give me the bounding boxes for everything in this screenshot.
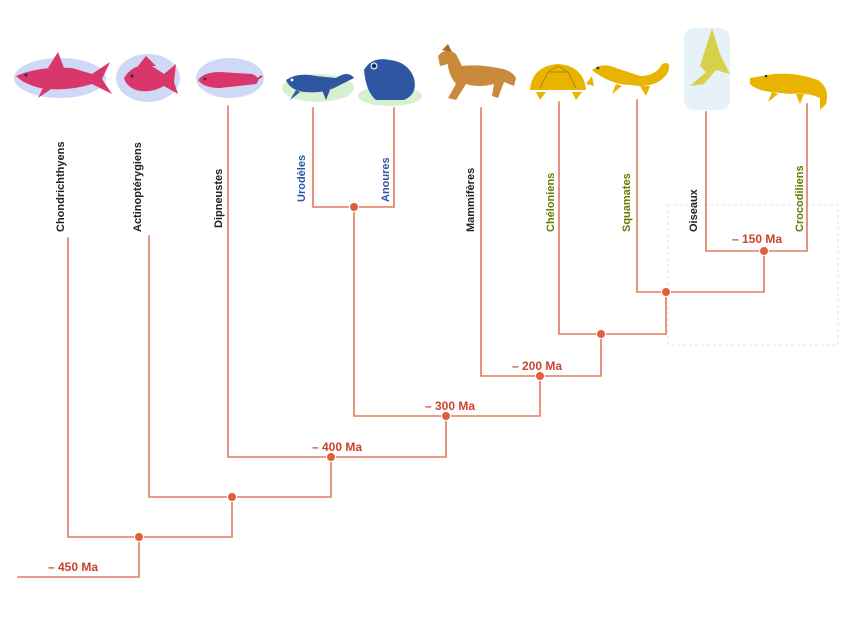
bird-icon [684,28,730,110]
crocodile-icon [750,73,827,110]
branch-root [17,536,140,578]
date-label-450ma: – 450 Ma [48,560,98,574]
branch-sarcopterygii [231,456,332,498]
taxon-label-anoures: Anoures [380,157,392,202]
ray-finned-fish-icon [116,54,180,102]
branch-dipneustes [227,105,332,458]
branch-actinopterygiens [148,235,233,498]
taxon-label-mammiferes: Mammifères [465,168,477,232]
shark-icon [14,52,112,98]
lungfish-icon [196,58,264,98]
branch-cheloniens [558,101,602,335]
tree-branches [17,99,808,578]
archosaur-highlight-box [667,204,839,346]
branch-squamates [636,99,667,293]
node-diapsids [661,287,671,297]
salamander-icon [282,74,354,102]
branch-mammiferes [480,107,541,377]
branch-oiseaux-crocodiliens [705,103,808,252]
taxon-label-dipneustes: Dipneustes [213,169,225,228]
taxon-label-crocodiliens: Crocodiliens [794,165,806,232]
tree-nodes [134,202,769,542]
node-amphibians [349,202,359,212]
taxon-label-oiseaux: Oiseaux [688,188,700,232]
horse-icon [438,44,516,100]
node-sauropsids [596,329,606,339]
node-300ma [441,411,451,421]
node-150ma [759,246,769,256]
node-osteichthyes [227,492,237,502]
node-200ma [535,371,545,381]
taxon-label-chondrichthyens: Chondrichthyens [55,142,67,232]
branch-amniotes [445,375,541,417]
taxon-label-actinopterygiens: Actinoptérygiens [132,142,144,232]
date-label-400ma: – 400 Ma [312,440,362,454]
turtle-icon [530,64,594,100]
branch-amphibians [353,206,447,417]
branch-tetrapods [330,415,447,458]
taxon-labels: Chondrichthyens Actinoptérygiens Dipneus… [55,142,806,232]
branch-chondrichthyens [67,237,140,538]
date-label-300ma: – 300 Ma [425,399,475,413]
date-label-150ma: – 150 Ma [732,232,782,246]
date-label-200ma: – 200 Ma [512,359,562,373]
taxon-label-squamates: Squamates [621,173,633,232]
branch-diapsids [600,291,667,335]
node-450ma [134,532,144,542]
lizard-icon [592,63,670,96]
taxon-label-cheloniens: Chéloniens [545,173,557,232]
branch-osteichthyes [138,496,233,538]
branch-archosaurs [665,250,765,293]
node-400ma [326,452,336,462]
frog-icon [358,59,422,106]
branch-sauropsids [539,333,602,377]
taxon-label-urodeles: Urodèles [296,155,308,202]
